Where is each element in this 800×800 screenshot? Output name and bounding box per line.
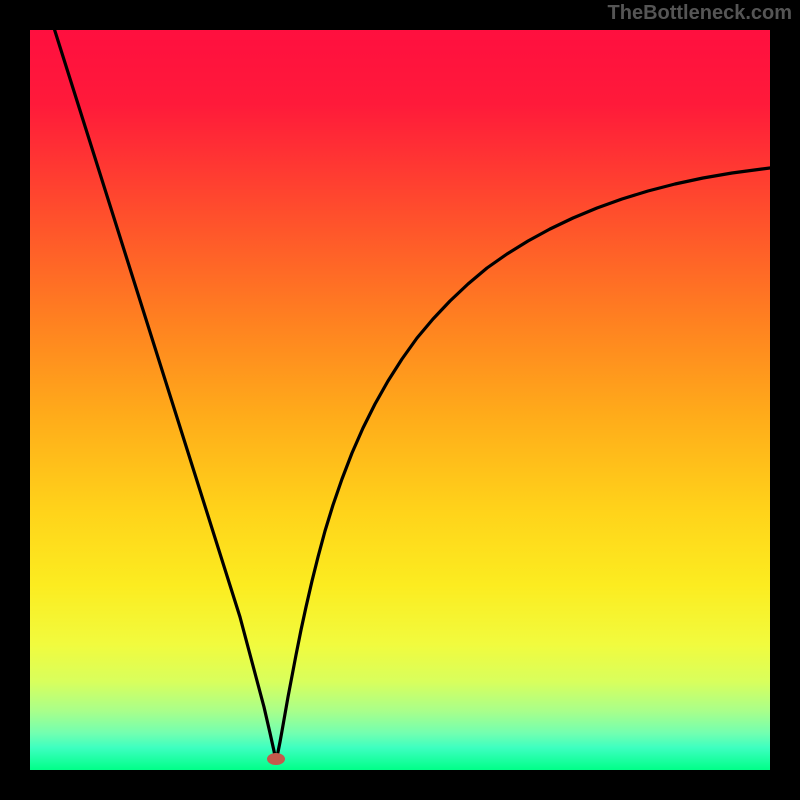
plot-background [30, 30, 770, 770]
watermark-text: TheBottleneck.com [608, 2, 792, 25]
chart-container: TheBottleneck.com [0, 0, 800, 800]
bottleneck-chart [0, 0, 800, 800]
optimal-point-marker [267, 753, 285, 765]
